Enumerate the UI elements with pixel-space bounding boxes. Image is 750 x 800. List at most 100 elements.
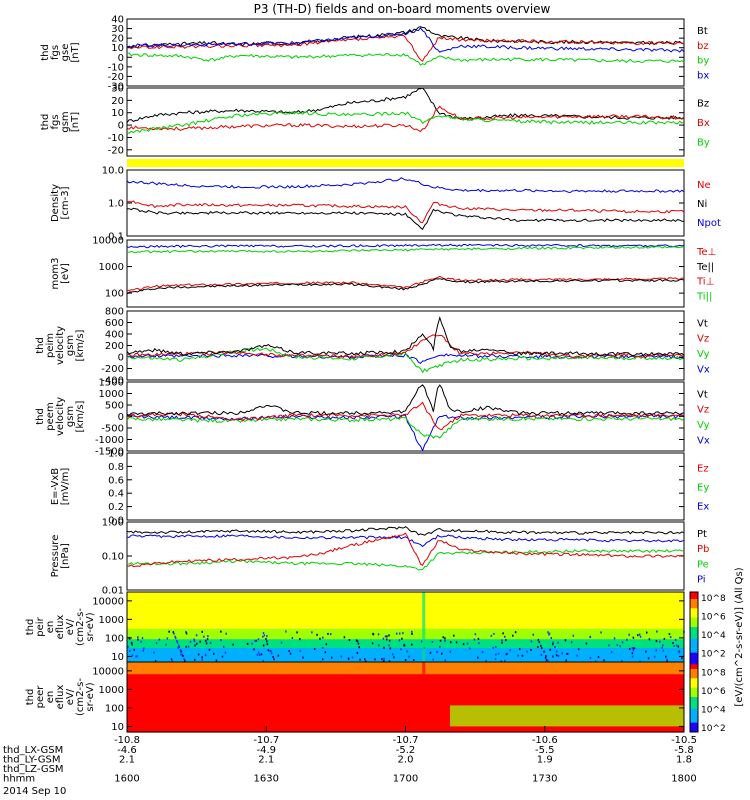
spectrogram-noise — [655, 649, 658, 652]
spectrogram-noise — [269, 650, 272, 653]
spectrogram-noise — [589, 657, 592, 660]
panel-peer_spec: 10000 1000 100 10 thdpeerenefluxeV/(cm2-s-sr… — [25, 661, 685, 733]
colorbar-segment — [690, 669, 698, 672]
spectrogram-noise — [400, 648, 402, 651]
spectrogram-noise — [663, 637, 666, 640]
x-row-value: 1700 — [393, 774, 418, 785]
spectrogram-noise — [492, 646, 494, 649]
spectrogram-band — [127, 595, 684, 598]
spectrogram-noise — [673, 645, 675, 648]
series-temperature-Te|| — [126, 278, 685, 295]
spectrogram-band — [127, 667, 684, 670]
spectrogram-noise — [631, 647, 634, 650]
colorbar-segment — [690, 664, 698, 668]
colorbar-segment — [690, 713, 698, 717]
y-axis-label-line: [cm-3] — [60, 186, 71, 219]
spectrogram-noise — [632, 647, 635, 650]
spectrogram-noise — [383, 659, 385, 662]
colorbar-segment — [690, 599, 698, 602]
y-axis-label-line: [nPa] — [60, 543, 71, 569]
spectrogram-noise — [398, 639, 401, 642]
spectrogram-noise — [357, 642, 360, 645]
spectrogram-noise — [356, 640, 359, 643]
y-tick-label: -20 — [108, 72, 124, 83]
spectrogram-noise — [600, 631, 602, 634]
colorbar-segment — [690, 641, 698, 644]
spectrogram-noise — [620, 660, 623, 663]
spectrogram-noise — [597, 655, 600, 658]
y-axis-label-line: mom3 — [50, 258, 61, 290]
y-tick-label: 0.4 — [108, 489, 124, 500]
colorbar-segment — [690, 617, 698, 621]
spectrogram-noise — [199, 640, 201, 643]
spectrogram-band — [127, 688, 684, 691]
spectrogram-noise — [537, 645, 539, 648]
series-pressure-Pe — [126, 548, 685, 571]
spectrogram-noise — [648, 638, 651, 641]
y-axis-label-line: peer — [35, 685, 46, 709]
spectrogram-noise — [678, 651, 681, 654]
spectrogram-noise — [478, 642, 480, 645]
spectrogram-noise — [402, 632, 404, 635]
spectrogram-noise — [221, 655, 224, 658]
spectrogram-band — [127, 651, 684, 654]
spectrogram-noise — [466, 642, 469, 645]
spectrogram-noise — [356, 651, 359, 654]
spectrogram-noise — [547, 631, 549, 634]
series-peem_velocity-Vx — [126, 414, 685, 453]
spectrogram-noise — [197, 653, 200, 656]
spectrogram-noise — [521, 654, 524, 657]
y-tick-label: 1000 — [99, 262, 124, 273]
spectrogram-noise — [540, 644, 542, 647]
spectrogram-noise — [645, 650, 647, 653]
spectrogram-noise — [225, 632, 228, 635]
spectrogram-noise — [410, 643, 413, 646]
y-axis-label-line: sr-eV) — [85, 612, 96, 641]
y-tick-label: -20 — [108, 145, 124, 156]
spectrogram-noise — [374, 658, 376, 661]
spectrogram-band — [127, 627, 684, 630]
colorbar-segment — [690, 622, 698, 626]
spectrogram-noise — [201, 630, 203, 633]
spectrogram-band — [127, 607, 684, 611]
y-axis-label: thdpeimvelocitygsm[km/s] — [35, 326, 86, 365]
y-axis-label-line: peem — [45, 402, 56, 430]
spectrogram-band — [127, 695, 684, 698]
spectrogram-noise — [321, 658, 324, 661]
y-tick-label: 0 — [118, 53, 124, 64]
colorbar: 10^8 10^6 10^4 10^2 10^8 10^6 10^4 10^2 [eV/(cm^… — [689, 567, 745, 734]
legend-efield-0: Ez — [697, 463, 709, 474]
spectrogram-noise — [662, 649, 665, 652]
colorbar-label: [eV/(cm^2-s-sr-eV)] (All Qs) — [734, 567, 745, 706]
y-axis-label: thdpeemvelocitygsm[km/s] — [35, 397, 86, 436]
spectrogram-band — [127, 681, 684, 684]
spectrogram-noise — [302, 656, 304, 659]
spectrogram-noise — [174, 635, 176, 638]
spectrogram-noise — [131, 643, 133, 646]
spectrogram-noise — [565, 659, 568, 662]
spectrogram-noise — [388, 644, 390, 647]
spectrogram-band — [127, 705, 684, 709]
spectrogram-noise — [296, 631, 298, 634]
y-tick-label: 0.8 — [108, 462, 124, 473]
x-tick-label: -10.5 — [671, 735, 697, 746]
y-tick-label: 100 — [105, 703, 124, 714]
spectrogram-band — [127, 606, 684, 609]
spectrogram-band — [127, 634, 684, 637]
spectrogram-noise — [136, 655, 138, 658]
spectrogram-noise — [181, 653, 184, 656]
x-row-label: thd_LX-GSM — [3, 745, 63, 756]
x-tick-label: -10.8 — [114, 735, 140, 746]
series-temperature-Ti⊥ — [126, 245, 684, 254]
y-axis-label-line: eflux — [55, 615, 66, 640]
spectrogram-noise — [137, 636, 139, 639]
spectrogram-noise — [401, 637, 403, 640]
spectrogram-noise — [603, 659, 605, 662]
y-axis-label-line: thd — [35, 408, 46, 425]
spectrogram-band — [127, 648, 684, 651]
spectrogram-band — [127, 714, 684, 717]
colorbar-segment — [690, 699, 698, 703]
spectrogram-noise — [619, 645, 621, 648]
legend-temperature-3: Ti|| — [696, 292, 712, 303]
spectrogram-noise — [477, 656, 479, 659]
